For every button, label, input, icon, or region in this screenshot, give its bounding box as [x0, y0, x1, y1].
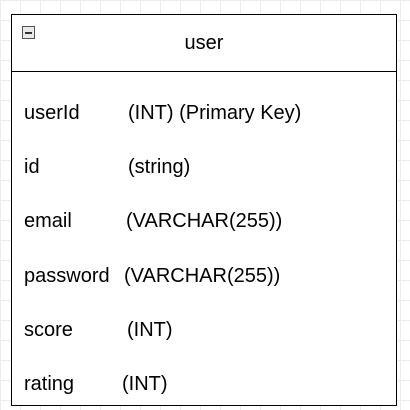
- field-type: (INT): [127, 319, 173, 341]
- field-name: score: [24, 319, 73, 341]
- user-entity[interactable]: user userId (INT) (Primary Key) id (stri…: [11, 14, 397, 406]
- field-name: rating: [24, 373, 75, 395]
- field-type: (VARCHAR(255)): [124, 265, 281, 287]
- field-name: password: [24, 265, 110, 287]
- collapse-icon[interactable]: [22, 26, 35, 39]
- entity-header: user: [12, 15, 396, 72]
- field-name: id: [24, 156, 40, 178]
- field-type: (INT) (Primary Key): [128, 102, 302, 124]
- field-type: (string): [128, 156, 191, 178]
- field-name: email: [24, 210, 72, 232]
- field-type: (VARCHAR(255)): [126, 210, 283, 232]
- entity-title: user: [184, 32, 224, 54]
- minus-icon: [25, 32, 32, 34]
- field-name: userId: [24, 102, 80, 124]
- field-type: (INT): [122, 373, 168, 395]
